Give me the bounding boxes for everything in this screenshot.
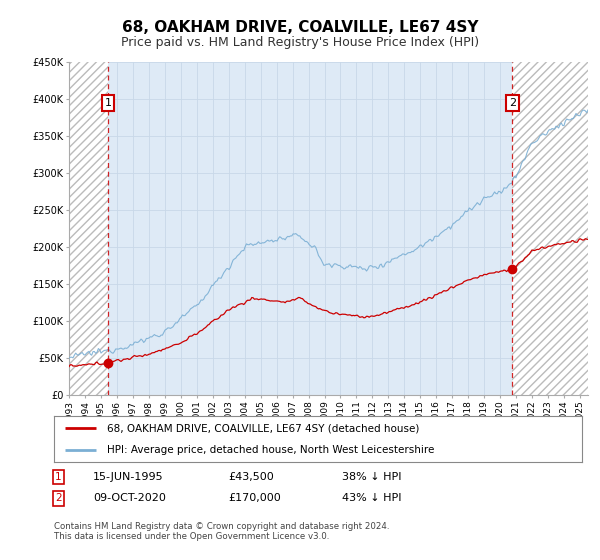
Text: 1: 1	[55, 472, 62, 482]
Text: HPI: Average price, detached house, North West Leicestershire: HPI: Average price, detached house, Nort…	[107, 445, 434, 455]
Text: 09-OCT-2020: 09-OCT-2020	[93, 493, 166, 503]
Text: £43,500: £43,500	[228, 472, 274, 482]
Text: Price paid vs. HM Land Registry's House Price Index (HPI): Price paid vs. HM Land Registry's House …	[121, 36, 479, 49]
Text: Contains HM Land Registry data © Crown copyright and database right 2024.
This d: Contains HM Land Registry data © Crown c…	[54, 522, 389, 542]
Text: 68, OAKHAM DRIVE, COALVILLE, LE67 4SY (detached house): 68, OAKHAM DRIVE, COALVILLE, LE67 4SY (d…	[107, 423, 419, 433]
Text: 1: 1	[104, 98, 112, 108]
Text: 68, OAKHAM DRIVE, COALVILLE, LE67 4SY: 68, OAKHAM DRIVE, COALVILLE, LE67 4SY	[122, 20, 478, 35]
Text: £170,000: £170,000	[228, 493, 281, 503]
Bar	[69, 62, 108, 395]
Text: 15-JUN-1995: 15-JUN-1995	[93, 472, 164, 482]
Text: 38% ↓ HPI: 38% ↓ HPI	[342, 472, 401, 482]
Text: 2: 2	[509, 98, 516, 108]
Text: 43% ↓ HPI: 43% ↓ HPI	[342, 493, 401, 503]
Bar	[512, 62, 588, 395]
Text: 2: 2	[55, 493, 62, 503]
